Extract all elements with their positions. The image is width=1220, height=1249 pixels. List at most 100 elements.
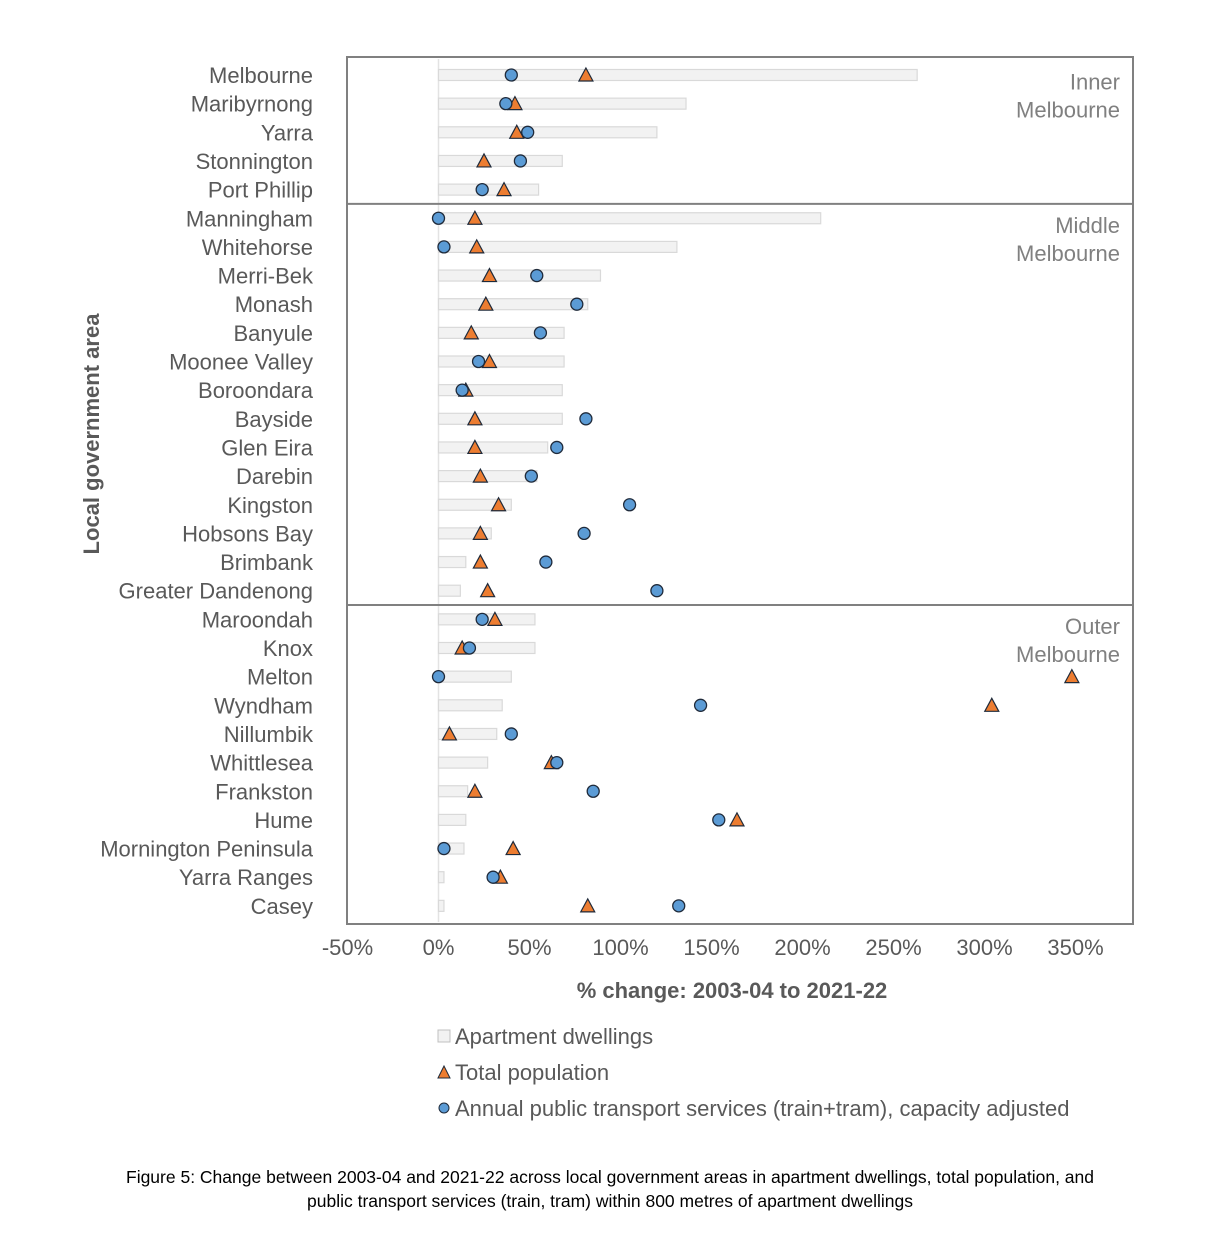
category-label: Melbourne bbox=[209, 63, 313, 88]
x-tick-label: 250% bbox=[865, 935, 921, 960]
apartment-bar bbox=[437, 384, 563, 397]
transport-marker bbox=[550, 440, 564, 455]
group-label: Melbourne bbox=[1016, 642, 1120, 667]
x-tick-label: 150% bbox=[683, 935, 739, 960]
apartment-bar bbox=[437, 470, 538, 483]
transport-marker bbox=[577, 526, 591, 541]
category-label: Yarra Ranges bbox=[179, 865, 313, 890]
apartment-bar bbox=[437, 527, 492, 540]
transport-marker bbox=[650, 584, 664, 598]
category-label: Merri-Bek bbox=[218, 264, 314, 289]
category-label: Wyndham bbox=[214, 693, 313, 718]
category-label: Bayside bbox=[235, 407, 313, 432]
x-tick-label: 50% bbox=[507, 935, 551, 960]
category-label: Melton bbox=[247, 665, 313, 690]
population-marker bbox=[472, 525, 489, 541]
apartment-bar bbox=[437, 584, 461, 597]
population-marker bbox=[466, 782, 483, 798]
population-marker bbox=[441, 725, 458, 741]
category-label: Manningham bbox=[186, 206, 313, 231]
category-label: Frankston bbox=[215, 779, 313, 804]
category-label: Stonnington bbox=[196, 149, 313, 174]
population-marker bbox=[490, 496, 507, 512]
category-label: Monash bbox=[235, 292, 313, 317]
apartment-bar bbox=[437, 212, 822, 225]
category-label: Casey bbox=[251, 894, 313, 919]
transport-marker bbox=[513, 154, 528, 168]
category-label: Kingston bbox=[227, 493, 313, 518]
group-label: Melbourne bbox=[1016, 98, 1120, 123]
category-label: Greater Dandenong bbox=[119, 579, 313, 604]
category-label: Maroondah bbox=[202, 607, 313, 632]
x-axis-ticks: -50% 0% 50% 100% 150% 200% 250% 300% 350% bbox=[322, 935, 1104, 960]
apartment-bar bbox=[437, 813, 467, 827]
group-label: Inner bbox=[1070, 70, 1120, 95]
category-label: Hobsons Bay bbox=[182, 521, 313, 546]
category-labels: Melbourne Maribyrnong Yarra Stonnington Port… bbox=[100, 63, 1120, 919]
category-label: Banyule bbox=[233, 321, 313, 346]
population-marker bbox=[505, 840, 522, 856]
apartment-bar bbox=[437, 871, 445, 884]
population-marker bbox=[466, 410, 483, 426]
category-label: Maribyrnong bbox=[191, 92, 313, 117]
transport-marker bbox=[437, 240, 451, 254]
plot-frame bbox=[346, 56, 1134, 925]
apartment-bar bbox=[437, 126, 658, 139]
population-marker bbox=[475, 152, 493, 168]
legend: Apartment dwellings Total population Annua… bbox=[437, 1024, 1069, 1121]
population-marker bbox=[466, 209, 483, 225]
legend-label: Annual public transport services (train+… bbox=[455, 1096, 1069, 1121]
group-label: Outer bbox=[1065, 614, 1120, 639]
population-marker bbox=[472, 467, 489, 483]
transport-marker bbox=[455, 383, 469, 397]
population-marker bbox=[479, 582, 496, 598]
apartment-bar bbox=[437, 298, 589, 311]
x-tick-label: 100% bbox=[592, 935, 648, 960]
apartment-bar bbox=[437, 699, 503, 712]
category-label: Mornington Peninsula bbox=[100, 837, 314, 862]
legend-triangle-swatch bbox=[437, 1064, 451, 1079]
transport-marker bbox=[486, 870, 500, 884]
transport-marker bbox=[475, 612, 489, 626]
x-axis-title: % change: 2003-04 to 2021-22 bbox=[577, 978, 888, 1003]
y-axis-title: Local government area bbox=[79, 313, 104, 555]
population-marker bbox=[496, 181, 513, 197]
transport-marker bbox=[530, 268, 544, 283]
caption-line-1: Figure 5: Change between 2003-04 and 202… bbox=[126, 1167, 1094, 1187]
x-tick-label: 300% bbox=[956, 935, 1012, 960]
population-marker bbox=[508, 124, 525, 139]
transport-marker bbox=[539, 555, 553, 569]
legend-circle-swatch bbox=[438, 1102, 450, 1114]
transport-marker bbox=[712, 813, 726, 827]
transport-marker bbox=[570, 297, 584, 311]
population-marker bbox=[728, 811, 745, 827]
legend-bar-swatch bbox=[437, 1029, 451, 1043]
population-marker bbox=[466, 439, 483, 455]
category-label: Port Phillip bbox=[208, 178, 313, 203]
apartment-bar bbox=[437, 441, 549, 454]
apartment-bar bbox=[437, 68, 918, 82]
category-label: Yarra bbox=[261, 120, 314, 145]
x-tick-label: -50% bbox=[322, 935, 373, 960]
apartment-bar bbox=[437, 154, 563, 168]
population-marker bbox=[983, 697, 1000, 712]
population-marker bbox=[477, 295, 494, 311]
plot-border bbox=[346, 56, 1134, 925]
apartment-bar bbox=[437, 97, 687, 110]
category-label: Hume bbox=[254, 808, 313, 833]
legend-label: Total population bbox=[455, 1060, 609, 1085]
transport-marker bbox=[504, 727, 518, 741]
group-label: Middle bbox=[1055, 213, 1120, 238]
category-label: Darebin bbox=[236, 464, 313, 489]
transport-marker bbox=[693, 698, 708, 712]
transport-marker bbox=[431, 211, 446, 225]
transport-marker bbox=[521, 125, 535, 139]
figure-caption: Figure 5: Change between 2003-04 and 202… bbox=[0, 1165, 1220, 1213]
markers bbox=[431, 66, 1080, 913]
apartment-bar bbox=[437, 727, 498, 741]
category-label: Whitehorse bbox=[202, 235, 313, 260]
population-marker bbox=[463, 324, 480, 340]
apartment-bar bbox=[437, 412, 563, 425]
population-marker bbox=[472, 553, 489, 569]
transport-marker bbox=[579, 412, 593, 426]
